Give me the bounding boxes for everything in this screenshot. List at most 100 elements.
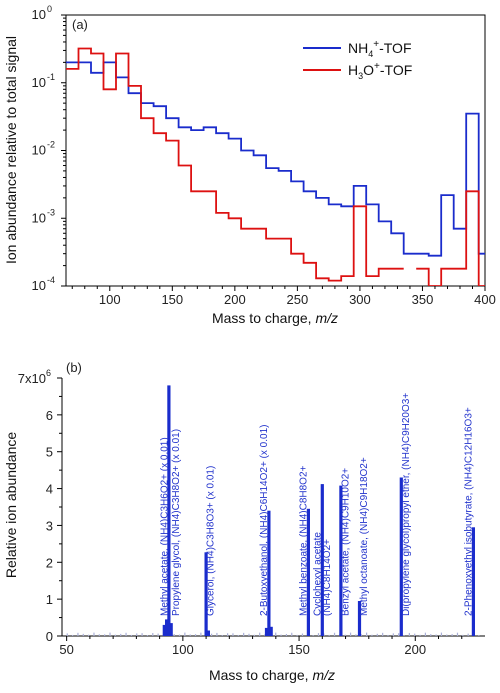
panel-a-y-tick-label: 10 bbox=[32, 75, 46, 90]
panel-b-bar bbox=[264, 627, 269, 636]
panel-b-bar bbox=[306, 508, 310, 636]
panel-b-annotation-label: Glycerol, (NH4)C3H8O3+ (x 0.01) bbox=[206, 466, 217, 616]
panel-a-x-tick-label: 150 bbox=[161, 292, 183, 307]
legend-nh4-main: NH bbox=[348, 40, 368, 56]
panel-b-noise-mark bbox=[291, 632, 293, 636]
panel-b-bars bbox=[162, 385, 475, 636]
panel-b-x-ticks: 50 100 150 200 bbox=[59, 636, 463, 657]
panel-a-y-tick-label: 10 bbox=[32, 7, 46, 22]
panel-b-noise-mark bbox=[435, 634, 437, 636]
panel-b-bar bbox=[339, 485, 343, 636]
panel-b-noise-mark bbox=[98, 634, 100, 636]
panel-b-y-tick-label: 0 bbox=[46, 629, 53, 644]
panel-b-noise-mark bbox=[392, 633, 394, 636]
panel-b-noise-mark bbox=[467, 633, 469, 636]
panel-a-x-tick-label: 250 bbox=[287, 292, 309, 307]
panel-b-noise-mark bbox=[200, 632, 202, 636]
panel-b-noise-mark bbox=[221, 634, 223, 636]
panel-b-noise-mark bbox=[189, 634, 191, 636]
panel-b-noise-mark bbox=[104, 634, 106, 636]
panel-b-noise-mark bbox=[248, 633, 250, 636]
panel-b-noise-mark bbox=[280, 634, 282, 636]
panel-a-x-tick-label: 400 bbox=[474, 292, 496, 307]
legend-h3o-tail: -TOF bbox=[380, 62, 412, 78]
panel-b-annotation-label: Propylene glycol, (NH4)C3H8O2+ (x 0.01) bbox=[171, 429, 182, 616]
panel-b-noise-mark bbox=[227, 633, 229, 636]
panel-b-noise-mark bbox=[243, 632, 245, 636]
legend-h3o-main: H bbox=[348, 62, 358, 78]
panel-b-y-tick-label: 4 bbox=[46, 482, 53, 497]
panel-b-annotation-label: (NH4)C8H14O2+ bbox=[322, 539, 333, 616]
panel-b-annotation-label: Benzyl acetate, (NH4)C9H10O2+ bbox=[341, 468, 352, 616]
panel-b-bar bbox=[269, 626, 273, 636]
panel-a-x-axis-label-italic: m/z bbox=[315, 310, 338, 326]
panel-b-noise-mark bbox=[232, 633, 234, 636]
panel-b-noise-mark bbox=[285, 633, 288, 636]
panel-a-y-axis-label: Ion abundance relative to total signal bbox=[3, 36, 19, 264]
panel-b-noise-mark bbox=[398, 633, 400, 636]
panel-b-noise-mark bbox=[125, 632, 127, 636]
panel-b-noise-mark bbox=[440, 632, 443, 636]
panel-b-noise-mark bbox=[114, 634, 116, 636]
panel-b-bar bbox=[165, 619, 169, 636]
panel-b-tag: (b) bbox=[66, 360, 82, 375]
panel-b-noise-mark bbox=[371, 634, 373, 636]
panel-b-noise-mark bbox=[446, 634, 448, 636]
panel-b-bar bbox=[357, 601, 362, 636]
panel-b-bar bbox=[206, 630, 210, 636]
panel-b-bar bbox=[320, 484, 324, 636]
panel-a-y-tick-label: 10 bbox=[32, 210, 46, 225]
legend-label-h3o-tof: H3O+-TOF bbox=[348, 61, 412, 81]
panel-b-bar bbox=[167, 385, 171, 636]
panel-a-series-lines bbox=[66, 47, 485, 286]
panel-a-x-tick-label: 100 bbox=[99, 292, 121, 307]
panel-b-x-tick-label: 50 bbox=[59, 642, 73, 657]
panel-b-x-axis-label: Mass to charge, m/z bbox=[209, 667, 335, 683]
panel-b-noise-mark bbox=[478, 634, 480, 636]
panel-a-x-axis-label-text: Mass to charge, bbox=[212, 310, 316, 326]
panel-b-noise-mark bbox=[88, 634, 90, 636]
panel-b-noise-mark bbox=[419, 634, 421, 636]
panel-b-noise-mark bbox=[210, 633, 213, 636]
panel-b-noise-mark bbox=[194, 634, 197, 636]
panel-b-y-axis-label: Relative ion abundance bbox=[3, 432, 19, 579]
panel-a-x-tick-label: 200 bbox=[224, 292, 246, 307]
panel-b-bar bbox=[399, 477, 403, 636]
legend-nh4-tail: -TOF bbox=[379, 40, 411, 56]
panel-b-x-axis-label-text: Mass to charge, bbox=[209, 667, 313, 683]
panel-a-y-tick-exponent: 0 bbox=[47, 4, 52, 14]
panel-b-noise-mark bbox=[414, 633, 416, 636]
panel-a-y-tick-exponent: -3 bbox=[47, 207, 55, 217]
panel-b-bar bbox=[162, 624, 166, 636]
panel-b-x-tick-label: 150 bbox=[288, 642, 310, 657]
panel-b-noise-mark bbox=[403, 634, 405, 636]
panel-b-annotations: Methyl acetate, (NH4)C3H6O2+ (x 0.01) Pro… bbox=[159, 393, 474, 616]
panel-b-noise-mark bbox=[333, 632, 336, 636]
panel-b-x-tick-label: 100 bbox=[172, 642, 194, 657]
legend-nh4-sub: 4 bbox=[368, 49, 373, 59]
panel-b-y-tick-exponent: 6 bbox=[46, 368, 51, 378]
panel-b-noise-mark bbox=[71, 634, 74, 636]
panel-b-annotation-label: Methyl benzoate, (NH4)C8H8O2+ bbox=[299, 465, 310, 616]
panel-b-noise-mark bbox=[259, 632, 261, 636]
panel-b-noise-mark bbox=[387, 634, 389, 636]
panel-b-noise-mark bbox=[296, 634, 298, 636]
panel-b-noise-mark bbox=[120, 633, 122, 636]
panel-b-noise-mark bbox=[312, 634, 314, 636]
panel-b-bar bbox=[169, 623, 173, 636]
panel-b-annotation-label: 2-Phenoxyethyl isobutyrate, (NH4)C12H16O… bbox=[464, 407, 475, 616]
panel-b-noise-mark bbox=[328, 634, 330, 636]
panel-b-noise-mark bbox=[366, 632, 368, 636]
panel-b-y-tick-label: 1 bbox=[46, 592, 53, 607]
panel-b-noise-mark bbox=[66, 633, 68, 636]
panel-a-x-ticks: 100 150 200 250 300 350 400 bbox=[71, 286, 496, 307]
panel-b-annotation-label: Cyclohexyl acetate bbox=[313, 532, 324, 616]
panel-b-bar bbox=[204, 552, 208, 636]
panel-a-y-tick-exponent: -2 bbox=[47, 140, 55, 150]
panel-b-x-tick-label: 200 bbox=[404, 642, 426, 657]
panel-b-noise-mark bbox=[77, 632, 79, 636]
panel-b-y-tick-label: 6 bbox=[46, 408, 53, 423]
